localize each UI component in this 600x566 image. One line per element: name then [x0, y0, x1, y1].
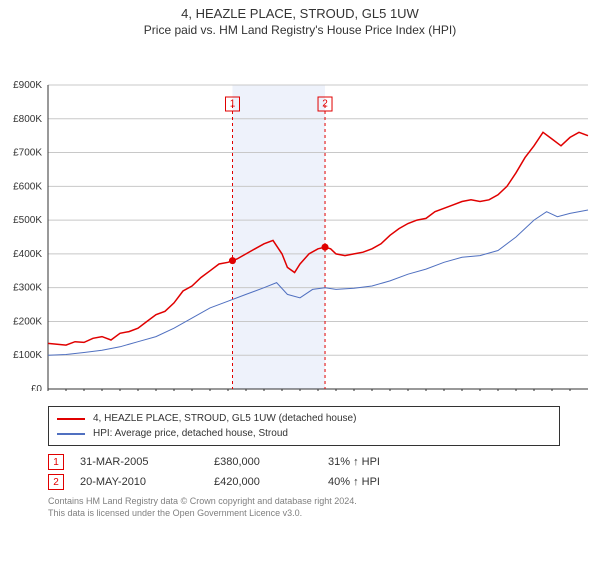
events-table: 1 31-MAR-2005 £380,000 31% ↑ HPI 2 20-MAY-201…	[48, 454, 560, 490]
footer-line2: This data is licensed under the Open Gov…	[48, 508, 560, 520]
svg-text:£0: £0	[31, 384, 43, 391]
event-date: 20-MAY-2010	[80, 476, 210, 488]
title-address: 4, HEAZLE PLACE, STROUD, GL5 1UW	[0, 6, 600, 21]
svg-text:£200K: £200K	[13, 316, 42, 327]
legend: 4, HEAZLE PLACE, STROUD, GL5 1UW (detach…	[48, 406, 560, 446]
svg-text:£300K: £300K	[13, 283, 42, 294]
legend-swatch	[57, 418, 85, 420]
event-row: 1 31-MAR-2005 £380,000 31% ↑ HPI	[48, 454, 560, 470]
event-price: £420,000	[214, 476, 324, 488]
footer-line1: Contains HM Land Registry data © Crown c…	[48, 496, 560, 508]
svg-text:£100K: £100K	[13, 350, 42, 361]
svg-text:£600K: £600K	[13, 181, 42, 192]
event-row: 2 20-MAY-2010 £420,000 40% ↑ HPI	[48, 474, 560, 490]
chart-container: 4, HEAZLE PLACE, STROUD, GL5 1UW Price p…	[0, 6, 600, 566]
event-marker-icon: 1	[48, 454, 64, 470]
event-diff: 31% ↑ HPI	[328, 456, 438, 468]
titles: 4, HEAZLE PLACE, STROUD, GL5 1UW Price p…	[0, 6, 600, 37]
title-subtitle: Price paid vs. HM Land Registry's House …	[0, 23, 600, 37]
svg-text:1: 1	[230, 99, 236, 110]
legend-label: HPI: Average price, detached house, Stro…	[93, 426, 288, 441]
svg-text:£400K: £400K	[13, 249, 42, 260]
legend-and-events: 4, HEAZLE PLACE, STROUD, GL5 1UW (detach…	[48, 406, 560, 519]
event-marker-icon: 2	[48, 474, 64, 490]
event-date: 31-MAR-2005	[80, 456, 210, 468]
svg-text:£700K: £700K	[13, 148, 42, 159]
legend-label: 4, HEAZLE PLACE, STROUD, GL5 1UW (detach…	[93, 411, 356, 426]
event-price: £380,000	[214, 456, 324, 468]
footer-attribution: Contains HM Land Registry data © Crown c…	[48, 496, 560, 519]
svg-text:£500K: £500K	[13, 215, 42, 226]
svg-text:£800K: £800K	[13, 114, 42, 125]
legend-row: 4, HEAZLE PLACE, STROUD, GL5 1UW (detach…	[57, 411, 551, 426]
svg-text:2: 2	[322, 99, 328, 110]
legend-swatch	[57, 433, 85, 435]
legend-row: HPI: Average price, detached house, Stro…	[57, 426, 551, 441]
event-diff: 40% ↑ HPI	[328, 476, 438, 488]
svg-text:£900K: £900K	[13, 80, 42, 91]
chart-svg: £0 £100K £200K £300K £400K £500K £600K £700K £80…	[0, 41, 600, 391]
